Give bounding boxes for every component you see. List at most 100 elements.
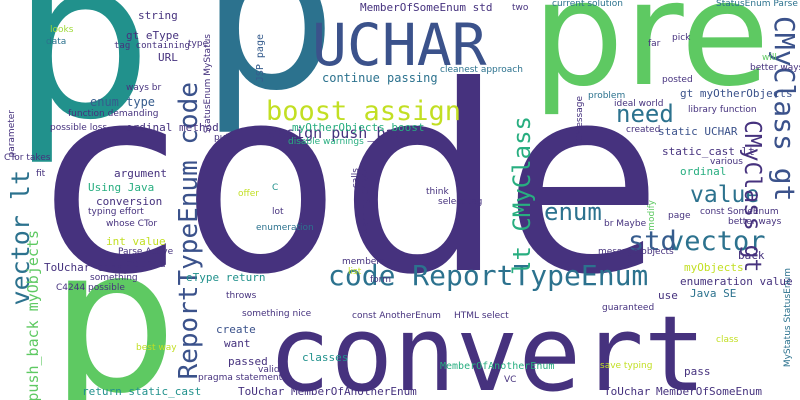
word-etype-return: eType return (186, 271, 266, 284)
word-ordinal: ordinal (680, 165, 727, 178)
word-use: use (658, 289, 678, 302)
word-passed: passed (228, 355, 268, 368)
word-data: data (46, 37, 67, 47)
word-const-someenum: const SomeEnum (700, 207, 779, 217)
word-memberofsomeenum-std: MemberOfSomeEnum std (360, 1, 493, 14)
word-c: C (272, 183, 279, 193)
word-value: value (690, 182, 760, 208)
word-enum: enum (544, 198, 602, 226)
word-cmessage: CMessage (575, 96, 585, 142)
word-int-value: int value (106, 235, 166, 248)
word-something-nice: something nice (242, 309, 312, 319)
word-p-large: p (12, 0, 152, 168)
word-classes: classes (302, 351, 349, 364)
word-better-ways: better ways (750, 63, 800, 73)
word-br-maybe: br Maybe (604, 219, 647, 229)
word-looks: looks (50, 25, 74, 35)
word-touchar-memberofanotherenum: ToUchar MemberOfAnotherEnum (238, 385, 417, 398)
word-push-back-myobjects: push_back myObjects (24, 230, 42, 400)
word-pre: pre (532, 0, 770, 119)
word-list: list (348, 267, 362, 277)
word-offer: offer (238, 189, 259, 199)
word-tag-containing: tag containing (114, 41, 190, 51)
word-enumeration: enumeration (256, 223, 314, 233)
word-return-static-cast: return static_cast (82, 385, 202, 398)
word-using-java: Using Java (88, 181, 155, 194)
word-pick: pick (672, 33, 691, 43)
word-ideal-world: ideal world (614, 99, 664, 109)
word-myotherobjects-boost: myOtherObjects boost (292, 121, 425, 134)
word-touchar: ToUchar (604, 385, 651, 398)
word-whose-ctor: whose CTor (106, 219, 158, 229)
word-p-center: p (200, 0, 337, 138)
word-html-select: HTML select (454, 311, 509, 321)
word-pass: pass (684, 365, 711, 378)
word-static-cast-lt: static_cast lt (662, 145, 755, 158)
word-far: far (648, 39, 661, 49)
word-touchar-const: ToUchar const (44, 261, 131, 274)
word-possible-loss: possible loss (50, 123, 108, 133)
word-want: want (224, 337, 251, 350)
word-disable-warnings: disable warnings (288, 137, 364, 147)
word-current-solution: current solution (552, 0, 623, 9)
word-code-large: code (40, 31, 663, 331)
word-type: type (188, 39, 209, 49)
word-statusenum-mystatus: StatusEnum MyStatus (203, 34, 213, 134)
word-convert: convert (268, 293, 707, 400)
word-will: will (762, 53, 777, 63)
word-fit: fit (36, 169, 46, 179)
word-url: URL (158, 51, 178, 64)
word-conversion: conversion (96, 195, 163, 208)
word-modify: modify (647, 200, 657, 231)
word-members: members (342, 257, 385, 267)
word-throws: throws (226, 291, 257, 301)
word-lot: lot (272, 207, 284, 217)
word-calls: calls (351, 168, 361, 189)
word-best-way: best way (136, 343, 177, 353)
word-vc: VC (504, 375, 517, 385)
word-pragma-statements: pragma statements (198, 373, 287, 383)
word-warning-c4244: warning C4244 (361, 166, 371, 235)
word-method: method (126, 257, 166, 270)
word-think: think (426, 187, 449, 197)
word-vector: vector (668, 226, 766, 257)
word-ways-br: ways br (126, 83, 162, 93)
word-gt-myotherobjects: gt myOtherObjects (680, 87, 793, 100)
word-typing-effort: typing effort (88, 207, 144, 217)
word-c4244-possible: C4244 possible (56, 283, 125, 293)
word-parse-active: Parse Active (118, 247, 174, 257)
word-ordinal-method: ordinal method (126, 121, 219, 134)
word-message-objects: message objects (598, 247, 674, 257)
word-code-reporttypeenum: code ReportTypeEnum (328, 259, 649, 292)
word-two: two (512, 3, 529, 13)
word-page: page (668, 211, 691, 221)
word-function-demanding: function demanding (68, 109, 159, 119)
word-class: class (716, 335, 739, 345)
word-string: string (138, 9, 178, 22)
word-p-bottom: p (50, 205, 177, 400)
word-mystatus-statusenum: MyStatus StatusEnum (783, 268, 793, 368)
word-statusenum-parse: StatusEnum Parse (716, 0, 798, 9)
word-java-se: Java SE (690, 287, 737, 300)
word-puts: puts (214, 133, 234, 143)
word-back: back (738, 249, 765, 262)
word-parameter: parameter (7, 110, 17, 158)
word-memberofanotherenum: MemberOfAnotherEnum (440, 361, 555, 372)
word-select-tag: select tag (438, 197, 483, 207)
word-save-typing: save typing (600, 361, 653, 371)
word-form: form (370, 275, 391, 285)
word-enum-type: enum type (90, 95, 156, 109)
word-ctor-takes: CTor takes (4, 153, 51, 163)
word-lt-cmyclass: lt CMyClass (508, 116, 536, 275)
word-const-anotherenum: const AnotherEnum (352, 311, 441, 321)
word-problem: problem (588, 91, 626, 101)
word-std: std (628, 226, 677, 257)
word-continue-passing: continue passing (322, 71, 438, 85)
word-cmyclass: CMyClass gt (739, 120, 765, 273)
word-library-function: library function (688, 105, 757, 115)
word-memberofsomeenum: MemberOfSomeEnum (656, 385, 762, 398)
word-create: create (216, 323, 256, 336)
word-uchar: UCHAR (312, 11, 487, 79)
word-myobjects: myObjects (684, 261, 744, 274)
word-enumeration-value: enumeration value (680, 275, 793, 288)
